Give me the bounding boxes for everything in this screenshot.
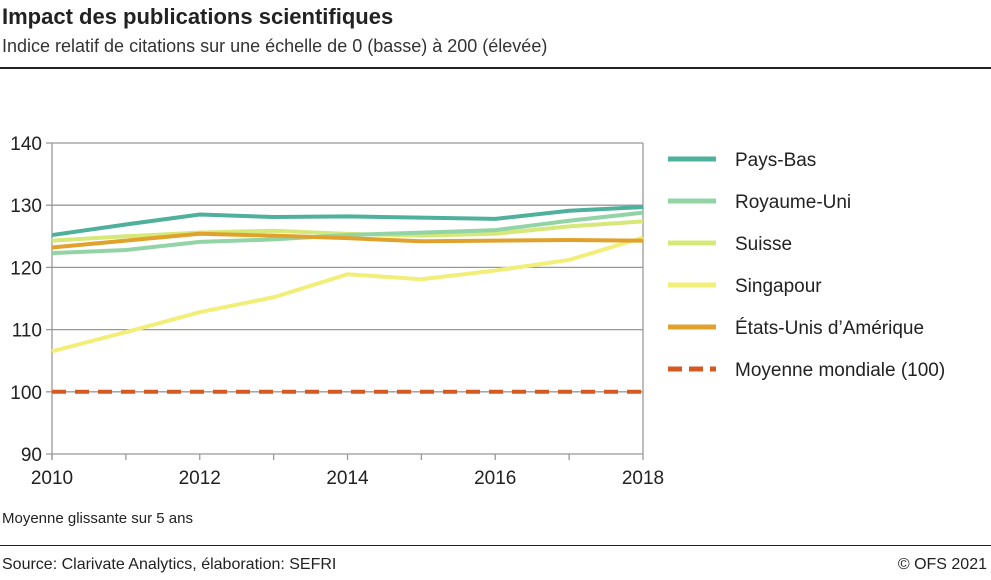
- y-tick-label: 140: [10, 134, 42, 155]
- source-text: Source: Clarivate Analytics, élaboration…: [2, 556, 337, 573]
- y-tick-label: 100: [10, 383, 42, 404]
- series-line-3: [51, 235, 644, 354]
- legend-label: Singapour: [735, 276, 822, 297]
- x-tick-label: 2010: [31, 468, 73, 489]
- y-tick-label: 120: [10, 258, 42, 279]
- legend-label: Suisse: [735, 234, 792, 255]
- legend-label: Pays-Bas: [735, 150, 816, 171]
- chart-subtitle: Indice relatif de citations sur une éche…: [2, 36, 548, 56]
- legend-label: Moyenne mondiale (100): [735, 360, 945, 381]
- top-rule: [0, 67, 991, 69]
- x-tick-label: 2014: [326, 468, 369, 489]
- x-tick-label: 2012: [179, 468, 221, 489]
- x-tick-label: 2018: [622, 468, 664, 489]
- y-tick-label: 90: [21, 445, 42, 466]
- bottom-rule: [0, 545, 991, 546]
- series-line-4: [51, 231, 644, 250]
- series-line-0: [51, 205, 644, 238]
- y-tick-label: 130: [10, 196, 42, 217]
- legend-label: Royaume-Uni: [735, 192, 851, 213]
- chart: 90 100 110 120 130 140 2010 2012 2014 2016 2018 Pay…: [10, 134, 945, 489]
- legend-label: États-Unis d’Amérique: [735, 318, 924, 339]
- chart-title: Impact des publications scientifiques: [2, 4, 394, 29]
- copyright: © OFS 2021: [897, 556, 987, 573]
- y-tick-label: 110: [12, 321, 42, 342]
- series-line-1: [51, 210, 644, 256]
- chart-note: Moyenne glissante sur 5 ans: [2, 510, 193, 527]
- x-tick-label: 2016: [474, 468, 516, 489]
